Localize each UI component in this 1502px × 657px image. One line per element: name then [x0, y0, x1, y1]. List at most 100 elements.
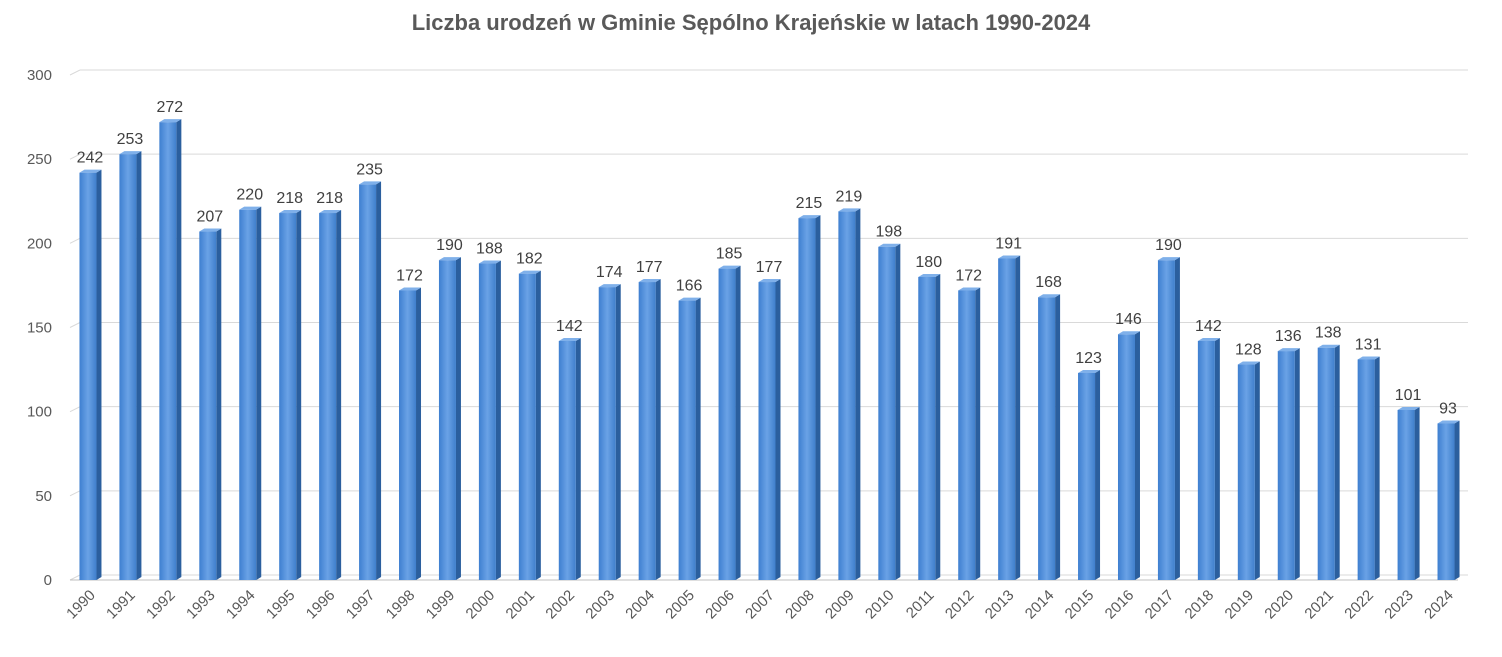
bar-front [478, 263, 496, 580]
bar [478, 260, 501, 580]
bar-front [638, 282, 656, 580]
y-tick-label: 0 [44, 572, 52, 589]
data-label: 93 [1439, 400, 1457, 417]
data-label: 128 [1235, 342, 1262, 359]
bar-front [758, 282, 776, 580]
bar-front [1317, 347, 1335, 580]
bar-front [1117, 334, 1135, 580]
data-label: 172 [955, 267, 982, 284]
bar-front [598, 287, 616, 580]
bar-side [775, 279, 781, 580]
bar [558, 337, 581, 580]
chart-title: Liczba urodzeń w Gminie Sępólno Krajeńsk… [411, 10, 1091, 35]
bar-top [239, 206, 262, 210]
data-label: 146 [1115, 311, 1142, 328]
bar [1357, 356, 1380, 580]
data-label: 182 [516, 251, 543, 268]
bar-top [119, 151, 142, 155]
y-tick-label: 50 [35, 488, 52, 505]
x-tick-label: 1996 [303, 587, 339, 623]
bar-top [79, 169, 102, 173]
gridline-depth [69, 322, 81, 328]
bar-front [718, 268, 736, 580]
bar [279, 210, 302, 581]
x-tick-label: 1990 [63, 587, 99, 623]
bar-front [1397, 409, 1415, 580]
bar-front [518, 273, 536, 580]
bar [359, 181, 382, 580]
bar-front [558, 340, 576, 580]
bar-top [1277, 348, 1300, 352]
bar-front [159, 122, 177, 580]
x-tick-label: 2005 [662, 587, 698, 623]
data-label: 174 [596, 264, 623, 281]
bar-top [918, 274, 941, 277]
bar-front [1357, 359, 1375, 580]
bar [518, 270, 541, 580]
bar-side [256, 206, 262, 580]
x-tick-label: 2000 [463, 587, 499, 623]
bar [638, 279, 661, 580]
bar [1237, 361, 1260, 580]
y-tick-label: 250 [27, 151, 52, 168]
bar [958, 287, 981, 580]
y-tick-label: 150 [27, 320, 52, 337]
data-label: 207 [196, 209, 223, 226]
bar-side [535, 270, 541, 580]
gridline-depth [69, 69, 81, 76]
bar [159, 119, 182, 580]
bar-top [598, 284, 621, 288]
bar-top [279, 210, 302, 214]
x-tick-label: 2008 [782, 587, 818, 623]
bar-side [935, 274, 941, 580]
data-label: 185 [716, 246, 743, 263]
data-label: 219 [836, 188, 863, 205]
data-label: 166 [676, 278, 703, 295]
bar-top [638, 279, 661, 283]
bar [718, 265, 741, 580]
bar [878, 243, 901, 580]
x-tick-label: 2023 [1381, 587, 1417, 623]
bar-top [518, 270, 541, 274]
bar [1038, 294, 1061, 580]
x-tick-label: 2009 [822, 587, 858, 623]
y-tick-label: 100 [27, 404, 52, 421]
bar-top [1357, 356, 1380, 360]
bar-top [399, 287, 422, 291]
data-label: 190 [436, 237, 463, 254]
bar-side [1294, 348, 1300, 580]
data-label: 101 [1395, 387, 1422, 404]
bar-top [678, 297, 701, 301]
bar [998, 255, 1021, 580]
bar-top [199, 228, 222, 232]
x-tick-label: 2019 [1222, 587, 1258, 623]
x-tick-label: 2007 [742, 587, 778, 623]
bar-front [1157, 260, 1175, 580]
data-label: 188 [476, 241, 503, 258]
x-tick-label: 2018 [1182, 587, 1218, 623]
bar-side [176, 119, 182, 580]
x-tick-label: 2001 [503, 587, 539, 623]
bar-top [1117, 331, 1140, 335]
bar [758, 279, 781, 580]
bar-top [718, 265, 741, 269]
data-label: 218 [316, 190, 343, 207]
bar-front [199, 231, 217, 581]
bar-top [319, 210, 342, 214]
x-tick-label: 1993 [183, 587, 219, 623]
x-tick-label: 2010 [862, 587, 898, 623]
x-tick-label: 2017 [1142, 587, 1178, 623]
bar [119, 151, 142, 580]
data-label: 215 [796, 195, 823, 212]
bar-side [1174, 257, 1180, 580]
bar-top [878, 243, 901, 247]
gridline-depth [69, 490, 81, 497]
bar-front [399, 290, 417, 580]
x-tick-label: 2016 [1102, 587, 1138, 623]
data-label: 177 [756, 259, 783, 276]
bar-side [1374, 356, 1380, 580]
bar-top [1237, 361, 1260, 365]
bar-front [1237, 364, 1255, 580]
